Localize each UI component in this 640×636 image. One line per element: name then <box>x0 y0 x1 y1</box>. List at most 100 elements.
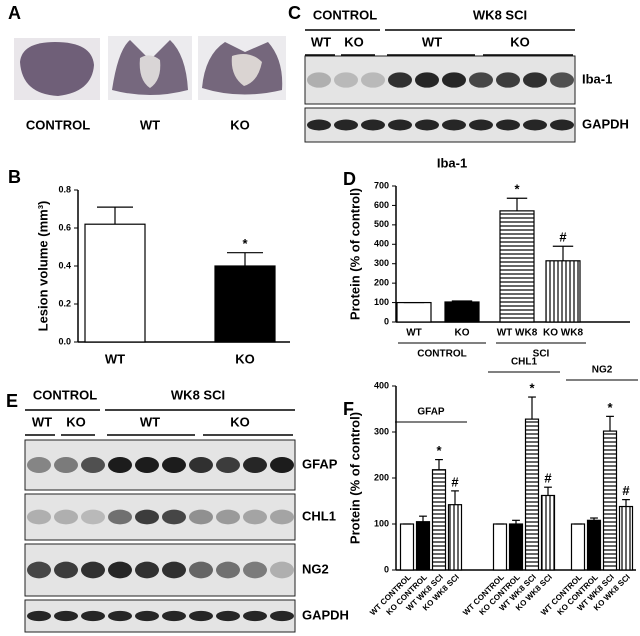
chart-title: Iba-1 <box>437 155 467 170</box>
y-tick-label: 600 <box>374 200 389 210</box>
blot-band <box>189 610 213 622</box>
significance-marker: * <box>607 400 613 415</box>
blot-band <box>27 561 51 579</box>
significance-marker: # <box>544 471 552 486</box>
group-label: WK8 SCI <box>473 7 527 22</box>
blot-band <box>243 610 267 622</box>
blot-label: CHL1 <box>302 508 336 523</box>
significance-marker: # <box>622 483 630 498</box>
y-tick-label: 100 <box>374 518 389 528</box>
error-bar <box>622 499 630 507</box>
x-tick-label: WT WK8 <box>497 328 538 339</box>
y-tick-label: 0.6 <box>58 222 71 232</box>
bar <box>84 223 146 343</box>
subgroup-label: KO <box>344 34 364 49</box>
y-axis-label: Lesion volume (mm³) <box>35 201 50 332</box>
blot-band <box>81 457 105 473</box>
blot-band <box>334 119 358 131</box>
bar <box>524 418 540 571</box>
blot-band <box>216 561 240 579</box>
blot-band <box>550 119 574 131</box>
x-tick-label: KO <box>455 328 470 339</box>
significance-marker: # <box>451 474 459 489</box>
bar <box>618 505 634 571</box>
blot-band <box>523 72 547 88</box>
group-label: GFAP <box>417 407 445 418</box>
panel-letter: F <box>343 399 354 419</box>
panel-letter: A <box>8 3 21 23</box>
error-bar <box>590 517 598 521</box>
blot-band <box>54 561 78 579</box>
blot-band <box>243 457 267 473</box>
subgroup-label: KO <box>510 34 530 49</box>
blot-band <box>216 509 240 525</box>
blot-band <box>415 72 439 88</box>
subgroup-label: WT <box>140 414 160 429</box>
bar <box>431 469 447 571</box>
y-tick-label: 700 <box>374 180 389 190</box>
error-bar <box>435 459 443 470</box>
y-tick-label: 200 <box>374 472 389 482</box>
bar <box>396 301 432 323</box>
group-label: SCI <box>533 349 550 360</box>
error-bar <box>419 515 427 522</box>
blot-band <box>361 72 385 88</box>
subgroup-label: KO <box>230 414 250 429</box>
blot-band <box>469 72 493 88</box>
x-tick-label: WT <box>105 351 125 366</box>
blot-band <box>27 610 51 622</box>
blot-band <box>108 457 132 473</box>
blot-band <box>54 457 78 473</box>
blot-band <box>388 119 412 131</box>
error-bar <box>528 396 536 420</box>
bar <box>415 521 431 571</box>
group-label: CONTROL <box>33 387 97 402</box>
panel-letter: C <box>288 3 301 23</box>
tissue-sections <box>14 36 286 100</box>
bar <box>602 430 618 571</box>
blot-band <box>135 610 159 622</box>
subgroup-label: WT <box>311 34 331 49</box>
blot-band <box>81 509 105 525</box>
panel-letter: B <box>8 167 21 187</box>
blot <box>24 493 296 541</box>
significance-marker: # <box>559 230 567 245</box>
blot-band <box>189 561 213 579</box>
blot-band <box>162 561 186 579</box>
subgroup-label: WT <box>422 34 442 49</box>
blot-band <box>135 457 159 473</box>
blot-label: GAPDH <box>582 116 629 131</box>
group-label: CHL1 <box>511 357 538 368</box>
blot-band <box>27 457 51 473</box>
blot-band <box>307 119 331 131</box>
error-bar <box>451 490 459 505</box>
blot-band <box>81 610 105 622</box>
blot-band <box>442 119 466 131</box>
y-axis-label: Protein (% of control) <box>347 412 362 544</box>
y-tick-label: 400 <box>374 380 389 390</box>
bar <box>447 504 463 571</box>
panel-letter: D <box>343 169 356 189</box>
significance-marker: * <box>514 182 520 197</box>
bar <box>586 519 602 571</box>
blot-band <box>54 610 78 622</box>
blot-band <box>361 119 385 131</box>
blot-band <box>108 509 132 525</box>
blot-band <box>216 610 240 622</box>
section-label: WT <box>140 117 160 132</box>
y-tick-label: 200 <box>374 278 389 288</box>
error-bar <box>227 252 263 266</box>
blot-band <box>243 509 267 525</box>
y-tick-label: 300 <box>374 426 389 436</box>
error-bar <box>606 415 614 432</box>
y-axis-label: Protein (% of control) <box>347 188 362 320</box>
bar <box>214 265 276 343</box>
significance-marker: * <box>436 443 442 458</box>
blot-band <box>496 119 520 131</box>
error-bar <box>451 300 473 302</box>
y-tick-label: 300 <box>374 258 389 268</box>
blot-band <box>135 561 159 579</box>
y-tick-label: 0.4 <box>58 260 71 270</box>
blot-band <box>550 72 574 88</box>
blot-band <box>388 72 412 88</box>
